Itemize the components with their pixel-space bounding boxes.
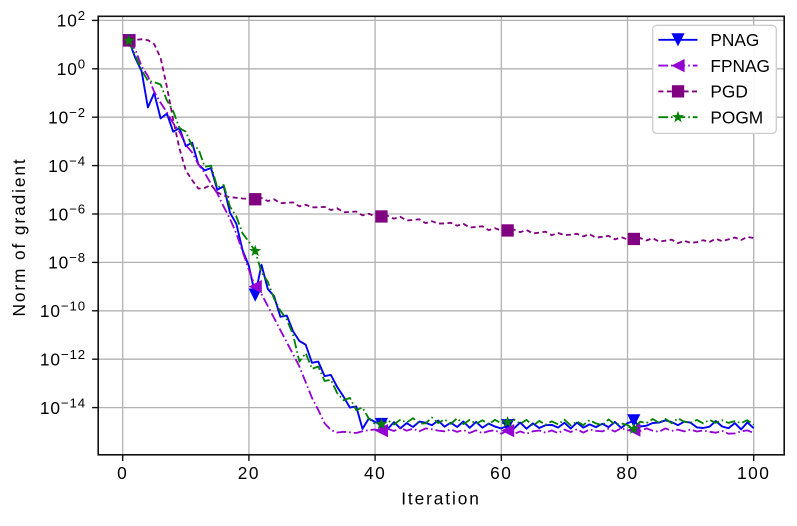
svg-text:80: 80 [616,463,638,483]
svg-text:Iteration: Iteration [401,488,481,508]
svg-text:POGM: POGM [710,107,763,127]
svg-text:0: 0 [117,463,128,483]
svg-text:60: 60 [490,463,512,483]
svg-text:100: 100 [737,463,770,483]
svg-text:20: 20 [238,463,260,483]
svg-text:PNAG: PNAG [710,30,759,50]
svg-text:Norm of gradient: Norm of gradient [9,157,29,316]
svg-text:PGD: PGD [710,82,747,102]
svg-text:FPNAG: FPNAG [710,56,770,76]
svg-text:40: 40 [364,463,386,483]
